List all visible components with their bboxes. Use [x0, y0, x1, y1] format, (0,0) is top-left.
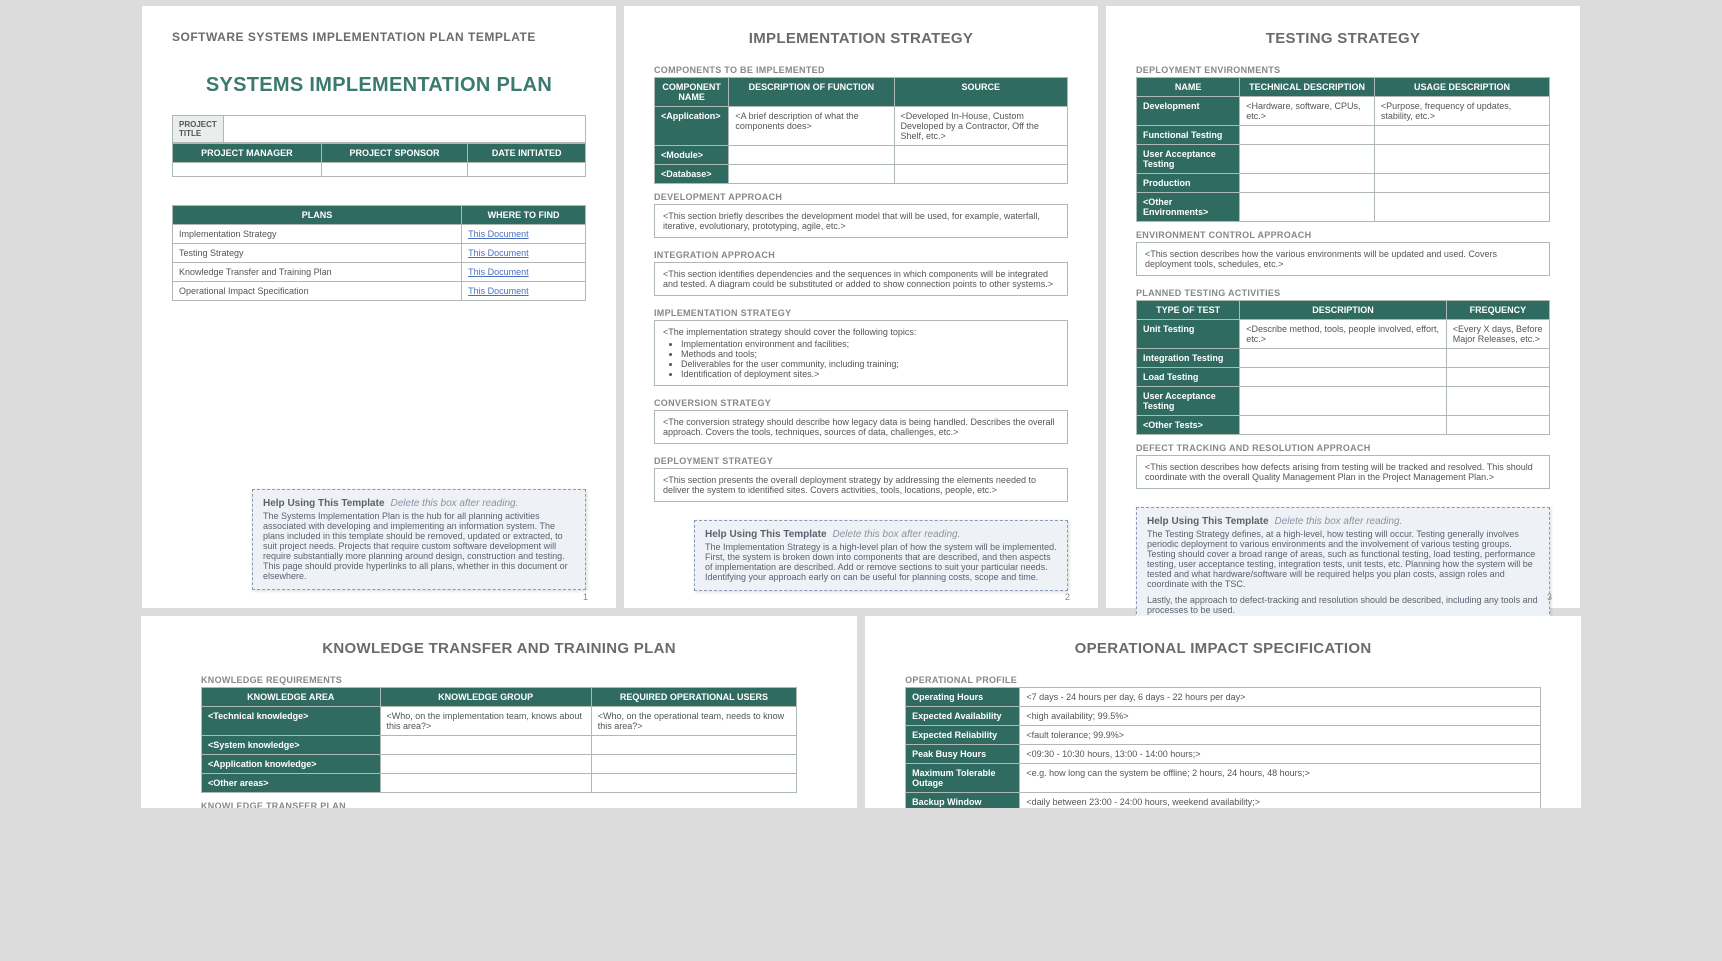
page-5: OPERATIONAL IMPACT SPECIFICATION OPERATI… [865, 616, 1581, 808]
components-table: COMPONENT NAMEDESCRIPTION OF FUNCTIONSOU… [654, 77, 1068, 184]
section-label: INTEGRATION APPROACH [654, 250, 1068, 260]
note-box: <This section describes how the various … [1136, 242, 1550, 276]
help-body: The Testing Strategy defines, at a high-… [1147, 529, 1539, 589]
section-label: CONVERSION STRATEGY [654, 398, 1068, 408]
page-number: 1 [583, 592, 588, 602]
note-box: <This section describes how defects aris… [1136, 455, 1550, 489]
plan-link[interactable]: This Document [468, 286, 529, 296]
page-title: KNOWLEDGE TRANSFER AND TRAINING PLAN [201, 640, 797, 657]
note-box: <This section presents the overall deplo… [654, 468, 1068, 502]
help-body: Lastly, the approach to defect-tracking … [1147, 595, 1539, 615]
col-where: WHERE TO FIND [462, 206, 586, 225]
col-date: DATE INITIATED [468, 144, 586, 163]
help-body: The Systems Implementation Plan is the h… [263, 511, 575, 581]
col-pm: PROJECT MANAGER [173, 144, 322, 163]
note-box: <This section identifies dependencies an… [654, 262, 1068, 296]
plan-link[interactable]: This Document [468, 267, 529, 277]
help-hint: Delete this box after reading. [391, 498, 519, 509]
page-3: TESTING STRATEGY DEPLOYMENT ENVIRONMENTS… [1106, 6, 1580, 608]
pages-row-2: KNOWLEDGE TRANSFER AND TRAINING PLAN KNO… [141, 616, 1581, 808]
help-body: The Implementation Strategy is a high-le… [705, 542, 1057, 582]
page-4: KNOWLEDGE TRANSFER AND TRAINING PLAN KNO… [141, 616, 857, 808]
doc-big-title: SYSTEMS IMPLEMENTATION PLAN [172, 74, 586, 97]
section-label: KNOWLEDGE TRANSFER PLAN [201, 801, 797, 808]
help-title: Help Using This Template [263, 498, 385, 509]
plan-name: Testing Strategy [173, 244, 462, 263]
page-2: IMPLEMENTATION STRATEGY COMPONENTS TO BE… [624, 6, 1098, 608]
help-title: Help Using This Template [1147, 516, 1269, 527]
help-box: Help Using This Template Delete this box … [1136, 507, 1550, 624]
page-number: 3 [1547, 592, 1552, 602]
section-label: OPERATIONAL PROFILE [905, 675, 1541, 685]
col-plans: PLANS [173, 206, 462, 225]
page-title: TESTING STRATEGY [1136, 30, 1550, 47]
pages-row-1: SOFTWARE SYSTEMS IMPLEMENTATION PLAN TEM… [6, 6, 1716, 608]
col-sponsor: PROJECT SPONSOR [321, 144, 468, 163]
section-label: DEVELOPMENT APPROACH [654, 192, 1068, 202]
section-label: PLANNED TESTING ACTIVITIES [1136, 288, 1550, 298]
section-label: ENVIRONMENT CONTROL APPROACH [1136, 230, 1550, 240]
section-label: DEPLOYMENT STRATEGY [654, 456, 1068, 466]
env-table: NAMETECHNICAL DESCRIPTIONUSAGE DESCRIPTI… [1136, 77, 1550, 222]
knowledge-req-table: KNOWLEDGE AREAKNOWLEDGE GROUPREQUIRED OP… [201, 687, 797, 793]
note-box: <The implementation strategy should cove… [654, 320, 1068, 386]
plan-name: Implementation Strategy [173, 225, 462, 244]
project-title-value[interactable] [223, 116, 585, 143]
section-label: DEFECT TRACKING AND RESOLUTION APPROACH [1136, 443, 1550, 453]
plan-name: Knowledge Transfer and Training Plan [173, 263, 462, 282]
section-label: DEPLOYMENT ENVIRONMENTS [1136, 65, 1550, 75]
project-meta-table: PROJECT MANAGER PROJECT SPONSOR DATE INI… [172, 143, 586, 177]
op-profile-table: Operating Hours<7 days - 24 hours per da… [905, 687, 1541, 808]
plan-name: Operational Impact Specification [173, 282, 462, 301]
tests-table: TYPE OF TESTDESCRIPTIONFREQUENCY Unit Te… [1136, 300, 1550, 435]
section-label: COMPONENTS TO BE IMPLEMENTED [654, 65, 1068, 75]
page-title: IMPLEMENTATION STRATEGY [654, 30, 1068, 47]
doc-small-title: SOFTWARE SYSTEMS IMPLEMENTATION PLAN TEM… [172, 30, 586, 44]
section-label: IMPLEMENTATION STRATEGY [654, 308, 1068, 318]
help-hint: Delete this box after reading. [833, 529, 961, 540]
section-label: KNOWLEDGE REQUIREMENTS [201, 675, 797, 685]
help-box: Help Using This Template Delete this box … [694, 520, 1068, 591]
project-title-label: PROJECT TITLE [173, 116, 224, 143]
plans-table: PLANSWHERE TO FIND Implementation Strate… [172, 205, 586, 301]
note-box: <The conversion strategy should describe… [654, 410, 1068, 444]
help-box: Help Using This Template Delete this box … [252, 489, 586, 590]
page-number: 2 [1065, 592, 1070, 602]
plan-link[interactable]: This Document [468, 248, 529, 258]
help-title: Help Using This Template [705, 529, 827, 540]
note-box: <This section briefly describes the deve… [654, 204, 1068, 238]
page-1: SOFTWARE SYSTEMS IMPLEMENTATION PLAN TEM… [142, 6, 616, 608]
help-hint: Delete this box after reading. [1275, 516, 1403, 527]
plan-link[interactable]: This Document [468, 229, 529, 239]
project-title-table: PROJECT TITLE [172, 115, 586, 143]
page-title: OPERATIONAL IMPACT SPECIFICATION [905, 640, 1541, 657]
